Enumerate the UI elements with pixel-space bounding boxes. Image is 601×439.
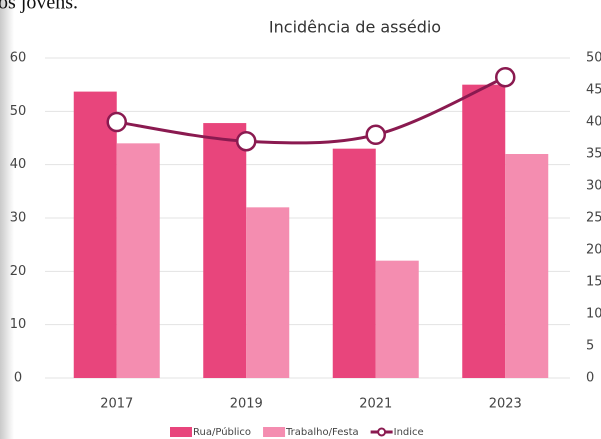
y2-tick-label: 40 [586, 115, 601, 130]
legend-label: Trabalho/Festa [285, 427, 359, 438]
bar [116, 143, 160, 378]
y2-tick-label: 35 [586, 147, 601, 162]
y2-tick-label: 30 [586, 179, 601, 194]
bar [375, 260, 419, 378]
card-shadow [0, 0, 14, 439]
y-tick-label: 60 [10, 51, 27, 66]
bar [462, 84, 506, 379]
y-tick-label: 10 [10, 317, 27, 332]
y-tick-label: 30 [10, 211, 27, 226]
line-marker [365, 124, 386, 146]
legend-swatch [263, 427, 286, 437]
y-tick-label: 40 [10, 157, 27, 172]
y2-tick-label: 0 [586, 371, 594, 386]
line-marker [106, 111, 127, 133]
y2-tick-label: 10 [586, 307, 601, 322]
y2-tick-label: 15 [586, 275, 601, 290]
x-tick-label: 2023 [489, 397, 522, 412]
y-tick-label: 20 [10, 264, 27, 279]
chart-title: Incidência de assédio [269, 18, 441, 37]
y2-tick-label: 50 [586, 51, 601, 66]
bar [332, 148, 376, 378]
legend-swatch-marker [377, 427, 387, 437]
line [116, 75, 506, 145]
legend-label: Rua/Público [193, 426, 251, 438]
y-tick-label: 50 [10, 104, 27, 119]
x-tick-label: 2021 [359, 397, 392, 412]
y2-tick-label: 20 [586, 243, 601, 258]
bar [246, 207, 290, 378]
header-fragment: os jovens. [0, 0, 78, 14]
x-tick-label: 2019 [230, 397, 263, 412]
y-tick-label: 0 [14, 371, 22, 386]
line-marker [495, 66, 516, 88]
line-marker [236, 130, 257, 152]
y2-tick-label: 25 [586, 211, 601, 226]
bar [505, 154, 549, 378]
bar [73, 91, 117, 378]
x-tick-label: 2017 [100, 397, 133, 412]
legend-label: Indice [394, 427, 424, 438]
y2-tick-label: 45 [586, 83, 601, 98]
y2-tick-label: 5 [586, 339, 594, 354]
bar [203, 123, 247, 378]
legend-swatch [170, 427, 192, 437]
